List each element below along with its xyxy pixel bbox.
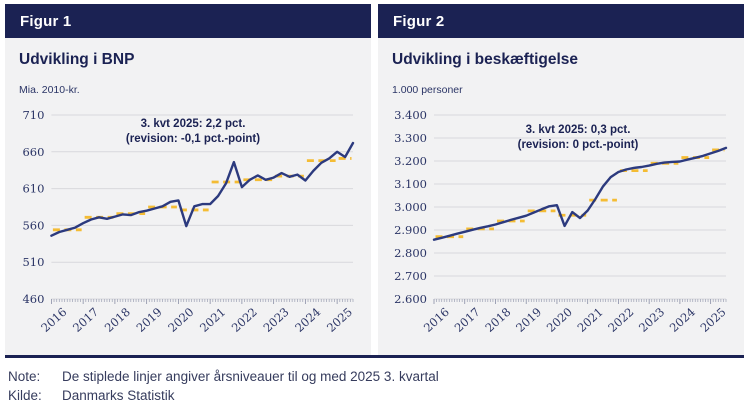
svg-text:2023: 2023 [261, 305, 292, 335]
figure-1-annotation: 3. kvt 2025: 2,2 pct. (revision: -0,1 pc… [83, 117, 303, 147]
svg-text:2019: 2019 [134, 305, 165, 335]
note-text: De stiplede linjer angiver årsniveauer t… [62, 369, 439, 384]
figure-1-annotation-line2: (revision: -0,1 pct.-point) [125, 133, 261, 145]
svg-text:2020: 2020 [165, 305, 196, 335]
source-line: Kilde: Danmarks Statistik [8, 386, 750, 405]
figure-2-unit-label: 1.000 personer [392, 84, 463, 96]
figures-row: Figur 1 Udvikling i BNP Mia. 2010-kr. 71… [5, 4, 744, 355]
source-text: Danmarks Statistik [62, 388, 175, 403]
svg-text:2.600: 2.600 [394, 292, 427, 306]
figure-2-header-label: Figur 2 [393, 12, 445, 30]
svg-text:2.700: 2.700 [394, 269, 427, 283]
figure-1-annotation-line1: 3. kvt 2025: 2,2 pct. [140, 118, 246, 130]
figure-1-panel: Figur 1 Udvikling i BNP Mia. 2010-kr. 71… [5, 4, 371, 355]
svg-text:2017: 2017 [70, 305, 101, 335]
svg-text:2018: 2018 [102, 305, 133, 335]
svg-text:3.000: 3.000 [394, 200, 427, 214]
notes-block: Note: De stiplede linjer angiver årsnive… [8, 367, 750, 405]
svg-text:610: 610 [22, 182, 44, 196]
svg-text:2025: 2025 [324, 305, 355, 335]
svg-text:2025: 2025 [698, 305, 729, 335]
figure-2-chart: 3.400 3.300 3.200 3.100 3.000 2.900 2.800 2.700… [386, 101, 744, 335]
svg-text:2.800: 2.800 [394, 246, 427, 260]
svg-text:2022: 2022 [605, 305, 636, 335]
svg-text:2016: 2016 [38, 305, 69, 335]
svg-text:560: 560 [22, 218, 44, 232]
svg-text:2016: 2016 [421, 305, 452, 335]
svg-text:510: 510 [22, 255, 44, 269]
svg-text:2024: 2024 [667, 305, 698, 335]
svg-text:2.900: 2.900 [394, 223, 427, 237]
source-label: Kilde: [8, 388, 42, 403]
figure-2-annotation-line1: 3. kvt 2025: 0,3 pct. [525, 124, 631, 136]
svg-text:3.300: 3.300 [394, 131, 427, 145]
note-label: Note: [8, 369, 41, 384]
figure-1-title: Udvikling i BNP [19, 51, 135, 68]
svg-text:460: 460 [22, 292, 44, 306]
figure-1-chart: 710 660 610 560 510 460 2016 2017 2018 2019 2020 20… [13, 101, 371, 335]
svg-text:2024: 2024 [292, 305, 323, 335]
employment-line-chart: 3.400 3.300 3.200 3.100 3.000 2.900 2.800 2.700… [394, 108, 729, 335]
figure-1-header: Figur 1 [5, 4, 371, 38]
svg-text:2022: 2022 [229, 305, 260, 335]
svg-text:3.200: 3.200 [394, 154, 427, 168]
svg-text:3.100: 3.100 [394, 177, 427, 191]
svg-text:2023: 2023 [636, 305, 667, 335]
svg-text:710: 710 [22, 108, 44, 122]
svg-text:2020: 2020 [544, 305, 575, 335]
svg-text:3.400: 3.400 [394, 108, 427, 122]
figure-2-title: Udvikling i beskæftigelse [392, 51, 579, 68]
note-line: Note: De stiplede linjer angiver årsnive… [8, 367, 750, 386]
bottom-divider [5, 355, 744, 358]
svg-text:2017: 2017 [452, 305, 483, 335]
figure-1-unit-label: Mia. 2010-kr. [19, 84, 80, 96]
svg-text:2018: 2018 [482, 305, 513, 335]
figure-1-header-label: Figur 1 [20, 12, 72, 30]
svg-text:2021: 2021 [575, 305, 606, 335]
figure-2-header: Figur 2 [378, 4, 744, 38]
svg-text:2021: 2021 [197, 305, 228, 335]
svg-text:2019: 2019 [513, 305, 544, 335]
figure-2-annotation: 3. kvt 2025: 0,3 pct. (revision: 0 pct.-… [468, 123, 688, 153]
figure-2-panel: Figur 2 Udvikling i beskæftigelse 1.000 … [378, 4, 744, 355]
svg-text:660: 660 [22, 145, 44, 159]
figure-2-annotation-line2: (revision: 0 pct.-point) [517, 139, 639, 151]
